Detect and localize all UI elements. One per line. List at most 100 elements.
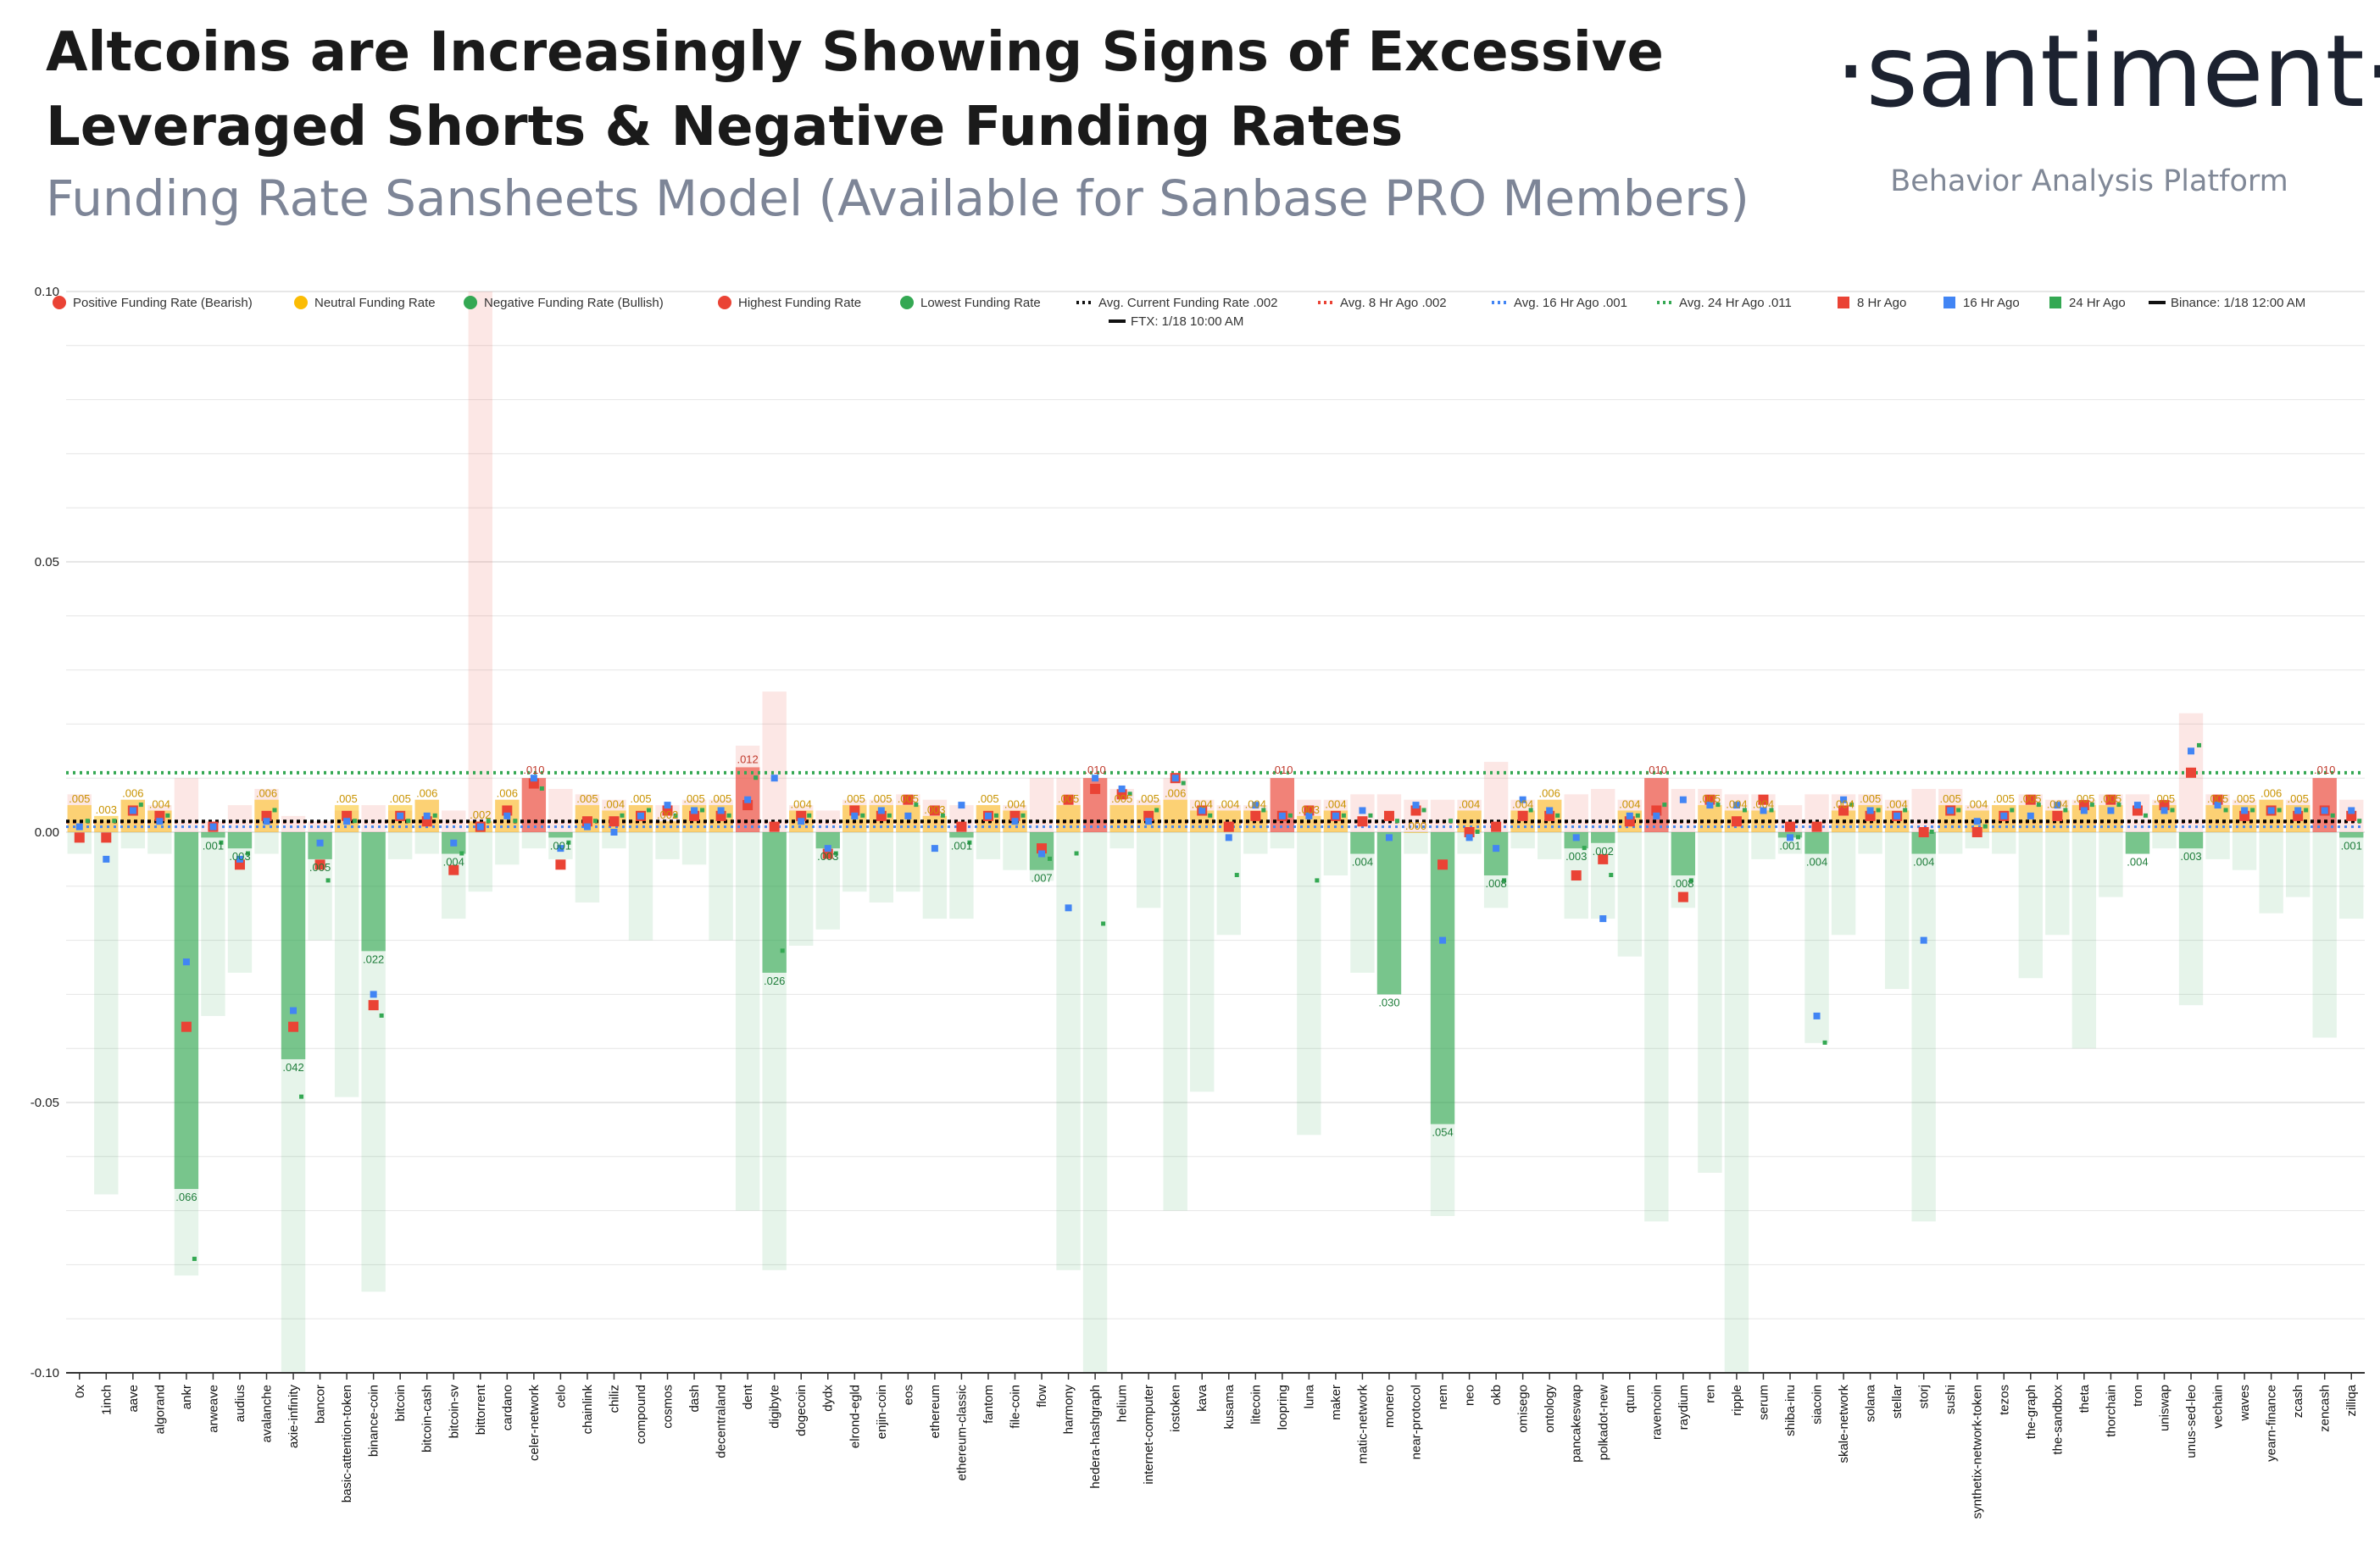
data-label: .005 — [1699, 792, 1721, 805]
category-label: theta — [2077, 1384, 2092, 1413]
marker-24hr — [967, 840, 972, 845]
lowest-range-bar — [2178, 832, 2204, 1006]
legend-item: Neutral Funding Rate — [294, 296, 436, 310]
current-rate-bars — [67, 767, 2364, 1190]
marker-16hr — [423, 812, 431, 819]
lowest-range-bar — [2339, 832, 2364, 919]
lowest-range-bar — [1323, 832, 1348, 876]
title-line-1: Altcoins are Increasingly Showing Signs … — [46, 21, 1664, 84]
brand-tagline: Behavior Analysis Platform — [1890, 164, 2288, 198]
lowest-range-bar — [414, 832, 439, 854]
marker-24hr — [2223, 808, 2228, 813]
data-label: .005 — [2154, 792, 2175, 805]
current-rate-bar — [2125, 832, 2150, 854]
marker-16hr — [877, 807, 885, 814]
data-label: .010 — [1271, 764, 1293, 776]
category-label: nem — [1436, 1385, 1450, 1409]
marker-16hr — [1412, 802, 1420, 809]
data-label: .001 — [2341, 839, 2362, 852]
legend-item: Avg. Current Funding Rate .002 — [1076, 296, 1278, 310]
marker-24hr — [1769, 808, 1774, 813]
marker-8hr — [1357, 816, 1368, 827]
marker-16hr — [1546, 807, 1554, 814]
lowest-range-bar — [2045, 832, 2070, 936]
current-rate-bar — [94, 815, 119, 832]
marker-8hr — [1063, 794, 1074, 805]
current-rate-bar — [1056, 805, 1081, 832]
category-label: waves — [2238, 1385, 2252, 1422]
data-label: .003 — [96, 803, 117, 816]
data-label: .005 — [844, 792, 865, 805]
highest-range-bar — [1029, 778, 1054, 832]
category-label: avalanche — [260, 1385, 275, 1442]
marker-24hr — [1154, 808, 1159, 813]
data-label: .030 — [1378, 996, 1399, 1008]
lowest-range-bar — [896, 832, 920, 892]
marker-24hr — [2170, 808, 2175, 813]
data-label: .005 — [309, 861, 331, 874]
marker-24hr — [700, 808, 705, 813]
lowest-range-bar — [709, 832, 733, 941]
marker-16hr — [2348, 807, 2355, 814]
current-rate-bar — [201, 832, 225, 838]
marker-24hr — [1421, 808, 1426, 813]
marker-16hr — [1439, 936, 1447, 944]
legend-label: 24 Hr Ago — [2069, 296, 2126, 310]
category-label: luna — [1302, 1384, 1316, 1408]
legend-item: Avg. 8 Hr Ago .002 — [1318, 296, 1447, 310]
data-label: .002 — [657, 808, 678, 821]
data-label: .004 — [1004, 797, 1026, 810]
data-label: .004 — [1726, 797, 1747, 810]
marker-24hr — [1876, 808, 1881, 813]
marker-16hr — [1760, 807, 1767, 814]
marker-16hr — [530, 775, 537, 782]
marker-16hr — [904, 812, 912, 819]
legend-marker — [718, 296, 731, 309]
lowest-range-bar — [1992, 832, 2016, 854]
category-label: cosmos — [661, 1385, 676, 1429]
lowest-range-bar — [575, 832, 600, 903]
legend-item: Binance: 1/18 12:00 AM — [2149, 296, 2305, 310]
marker-16hr — [1813, 1012, 1821, 1019]
marker-24hr — [1074, 851, 1079, 856]
category-label: ankr — [180, 1385, 194, 1409]
lowest-range-bar — [2071, 832, 2097, 1049]
category-label: the-graph — [2024, 1385, 2038, 1439]
lowest-range-bar — [842, 832, 867, 892]
lowest-range-bar — [1884, 832, 1910, 990]
lowest-range-bar — [120, 832, 146, 849]
lowest-range-bar — [1911, 832, 1936, 1222]
marker-24hr — [1048, 856, 1053, 861]
chart-legend: Positive Funding Rate (Bearish) Neutral F… — [53, 296, 2305, 329]
marker-24hr — [1287, 813, 1293, 818]
lowest-range-bar — [1724, 832, 1749, 1373]
category-label: serum — [1756, 1385, 1771, 1420]
category-label: bitcoin-cash — [420, 1385, 435, 1452]
data-label: .005 — [2233, 792, 2255, 805]
highest-range-bar — [1671, 788, 1696, 832]
legend-label: 16 Hr Ago — [1963, 296, 2020, 310]
lowest-range-bar — [1136, 832, 1161, 908]
marker-16hr — [2188, 747, 2195, 755]
funding-rate-chart: .005 .003 .006 .004 .066 .001 .003 .006 .042 .005… — [31, 285, 2365, 1519]
legend-marker — [900, 296, 914, 309]
category-label: basic-attention-token — [340, 1385, 354, 1502]
highest-range-bar — [468, 292, 492, 832]
marker-16hr — [1145, 818, 1153, 825]
marker-16hr — [2241, 807, 2249, 814]
data-label: .005 — [1058, 792, 1079, 805]
legend-item: 8 Hr Ago — [1838, 296, 1906, 310]
marker-24hr — [1849, 803, 1855, 808]
legend-label: Highest Funding Rate — [738, 296, 861, 310]
category-label: dent — [741, 1384, 755, 1409]
lowest-range-bar — [2259, 832, 2283, 914]
marker-16hr — [557, 845, 564, 853]
marker-16hr — [958, 802, 965, 809]
category-label: bitcoin-sv — [447, 1385, 461, 1439]
marker-24hr — [2357, 819, 2362, 824]
category-label: maker — [1329, 1385, 1343, 1420]
data-label: .003 — [1298, 803, 1320, 816]
data-label: .001 — [203, 839, 224, 852]
legend-label: Avg. 24 Hr Ago .011 — [1679, 296, 1792, 310]
legend-marker — [1943, 297, 1955, 308]
